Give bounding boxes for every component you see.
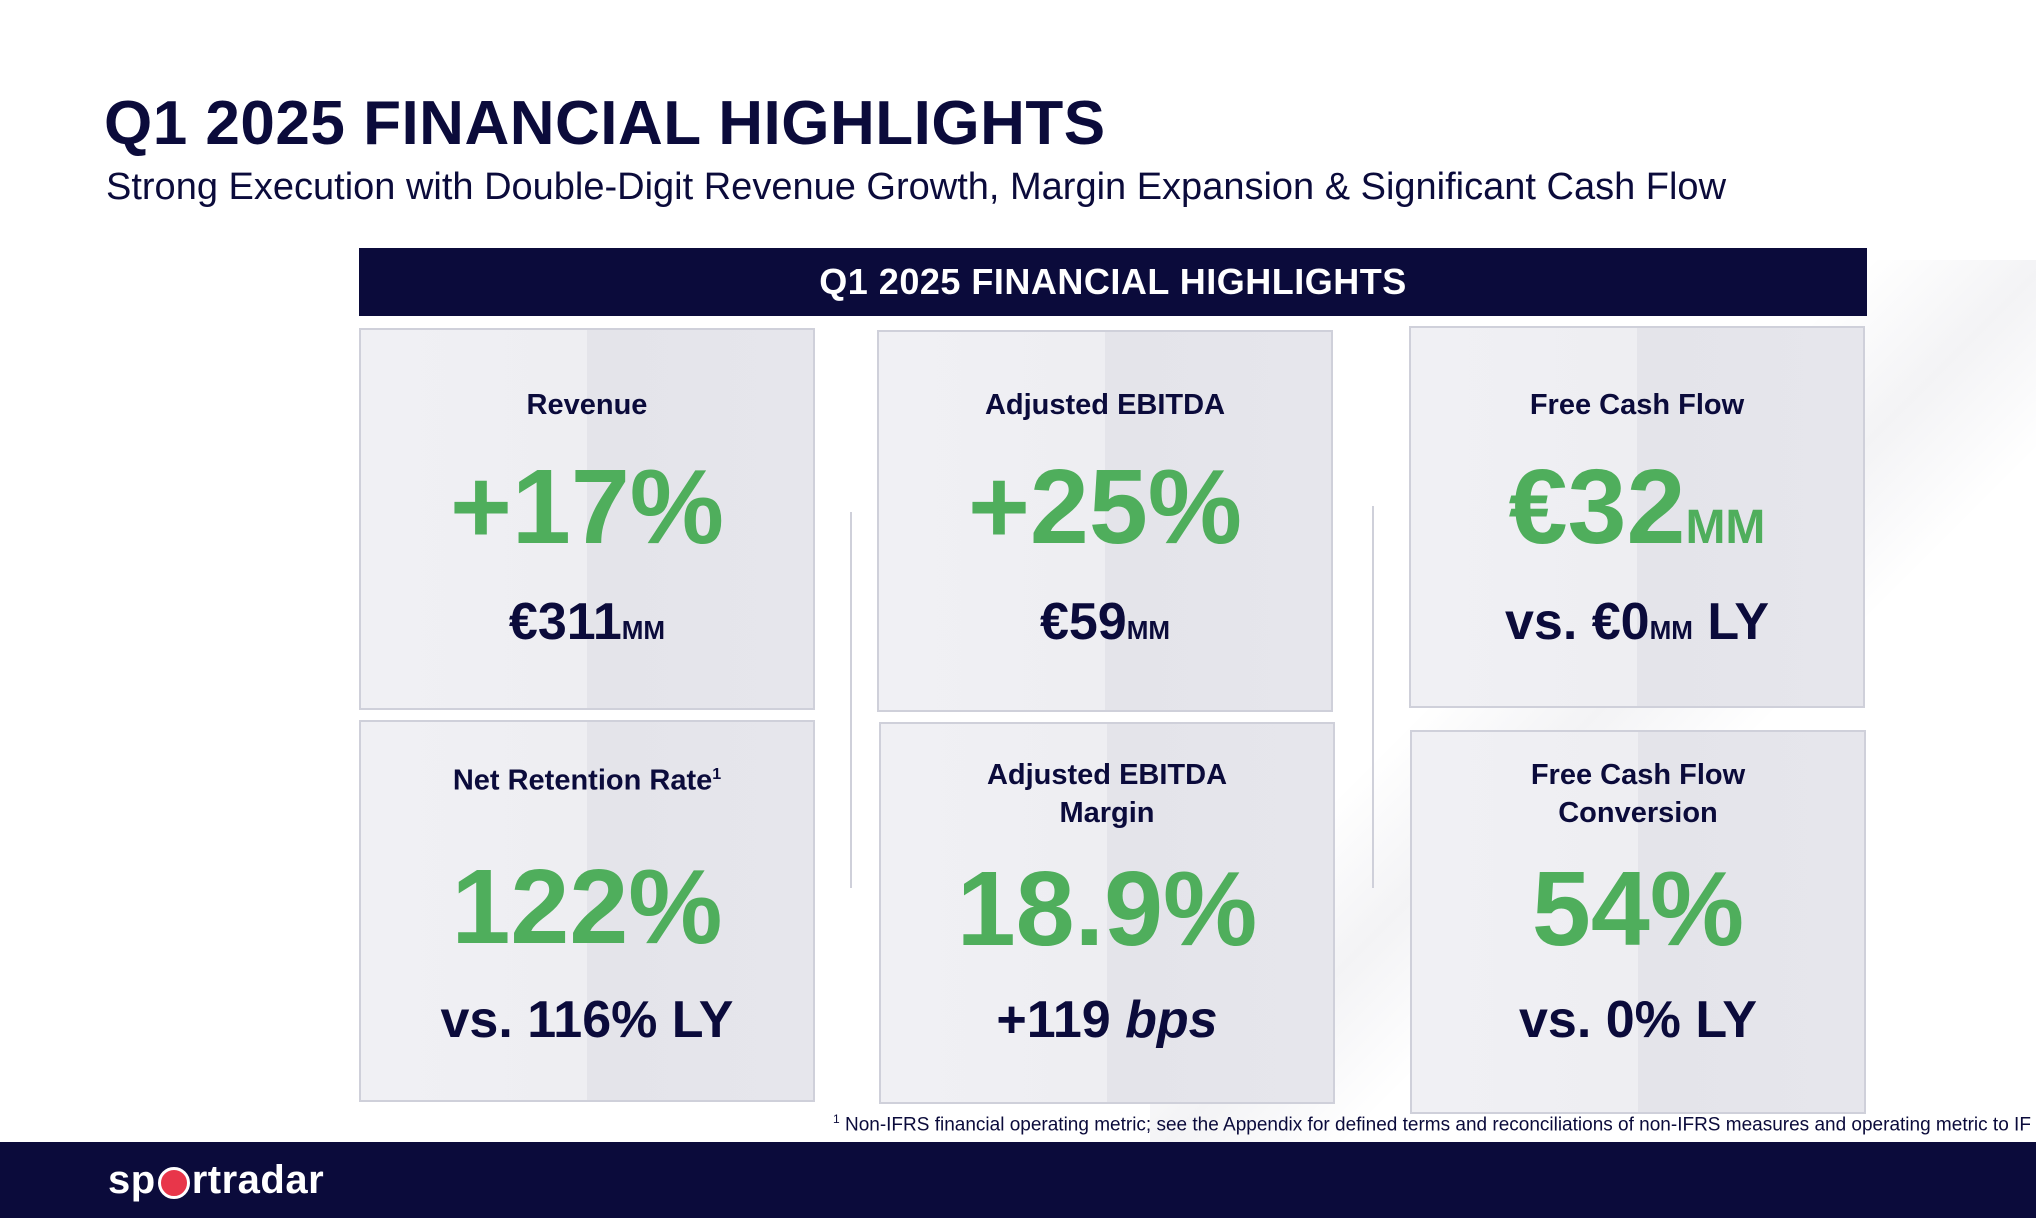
net-retention-rate-label-text: Net Retention Rate: [452, 764, 713, 797]
free-cash-flow-label: Free Cash Flow: [1529, 389, 1745, 421]
free-cash-flow-comparison-unit: MM: [1649, 615, 1693, 645]
net-retention-rate-card: Net Retention Rate1 122% vs. 116% LY: [359, 720, 815, 1102]
logo-ball-icon: [157, 1166, 190, 1199]
adjusted-ebitda-margin-change-value: +119: [996, 991, 1126, 1049]
adjusted-ebitda-margin-label-line2: Margin: [1059, 797, 1155, 829]
free-cash-flow-conversion-label-line2: Conversion: [1558, 797, 1718, 829]
footnote-marker: 1: [712, 766, 722, 783]
free-cash-flow-conversion-card: Free Cash Flow Conversion 54% vs. 0% LY: [1410, 730, 1866, 1114]
free-cash-flow-comparison: vs. €0MM LY: [1411, 592, 1863, 660]
page-title: Q1 2025 FINANCIAL HIGHLIGHTS: [104, 89, 1106, 158]
sportradar-logo: sp rtradar: [108, 1158, 324, 1203]
column-divider-right: [1372, 506, 1374, 888]
adjusted-ebitda-amount-value: €59: [1039, 593, 1127, 651]
logo-text-end: rtradar: [191, 1158, 325, 1202]
free-cash-flow-conversion-label: Free Cash Flow Conversion: [1412, 756, 1864, 832]
adjusted-ebitda-growth: +25%: [967, 448, 1243, 566]
free-cash-flow-comparison-suffix: LY: [1692, 593, 1770, 651]
net-retention-rate-label: Net Retention Rate1: [361, 756, 813, 800]
page-subtitle: Strong Execution with Double-Digit Reven…: [106, 166, 1727, 208]
adjusted-ebitda-margin-card: Adjusted EBITDA Margin 18.9% +119 bps: [879, 722, 1335, 1104]
revenue-card: Revenue +17% €311MM: [359, 328, 815, 710]
free-cash-flow-amount-unit: MM: [1685, 501, 1766, 554]
footnote-number: 1: [833, 1112, 840, 1126]
free-cash-flow-comparison-prefix: vs. €0: [1504, 593, 1650, 651]
revenue-amount: €311MM: [361, 592, 813, 660]
section-banner: Q1 2025 FINANCIAL HIGHLIGHTS: [359, 248, 1867, 316]
net-retention-rate-comparison: vs. 116% LY: [440, 991, 734, 1049]
revenue-amount-unit: MM: [621, 615, 666, 645]
revenue-label: Revenue: [526, 389, 648, 421]
revenue-amount-value: €311: [508, 593, 622, 651]
free-cash-flow-conversion-comparison: vs. 0% LY: [1518, 991, 1757, 1049]
footer-bar: sp rtradar: [0, 1142, 2036, 1218]
adjusted-ebitda-amount-unit: MM: [1126, 615, 1171, 645]
free-cash-flow-amount: €32MM: [1411, 452, 1863, 583]
adjusted-ebitda-amount: €59MM: [879, 592, 1331, 660]
adjusted-ebitda-card: Adjusted EBITDA +25% €59MM: [877, 330, 1333, 712]
free-cash-flow-card: Free Cash Flow €32MM vs. €0MM LY: [1409, 326, 1865, 708]
adjusted-ebitda-margin-change-unit: bps: [1125, 991, 1218, 1049]
adjusted-ebitda-margin-value: 18.9%: [956, 850, 1258, 968]
free-cash-flow-amount-value: €32: [1508, 448, 1686, 566]
adjusted-ebitda-label: Adjusted EBITDA: [984, 389, 1226, 421]
revenue-growth: +17%: [449, 448, 725, 566]
footnote: 1 Non-IFRS financial operating metric; s…: [833, 1112, 2031, 1136]
free-cash-flow-conversion-label-line1: Free Cash Flow: [1530, 759, 1746, 791]
logo-text-start: sp: [108, 1158, 156, 1202]
adjusted-ebitda-margin-label: Adjusted EBITDA Margin: [881, 756, 1333, 832]
adjusted-ebitda-margin-change: +119 bps: [881, 990, 1333, 1050]
footnote-text: Non-IFRS financial operating metric; see…: [839, 1114, 2031, 1136]
adjusted-ebitda-margin-label-line1: Adjusted EBITDA: [986, 759, 1228, 791]
net-retention-rate-value: 122%: [451, 848, 723, 966]
column-divider-left: [850, 512, 852, 888]
free-cash-flow-conversion-value: 54%: [1531, 850, 1745, 968]
